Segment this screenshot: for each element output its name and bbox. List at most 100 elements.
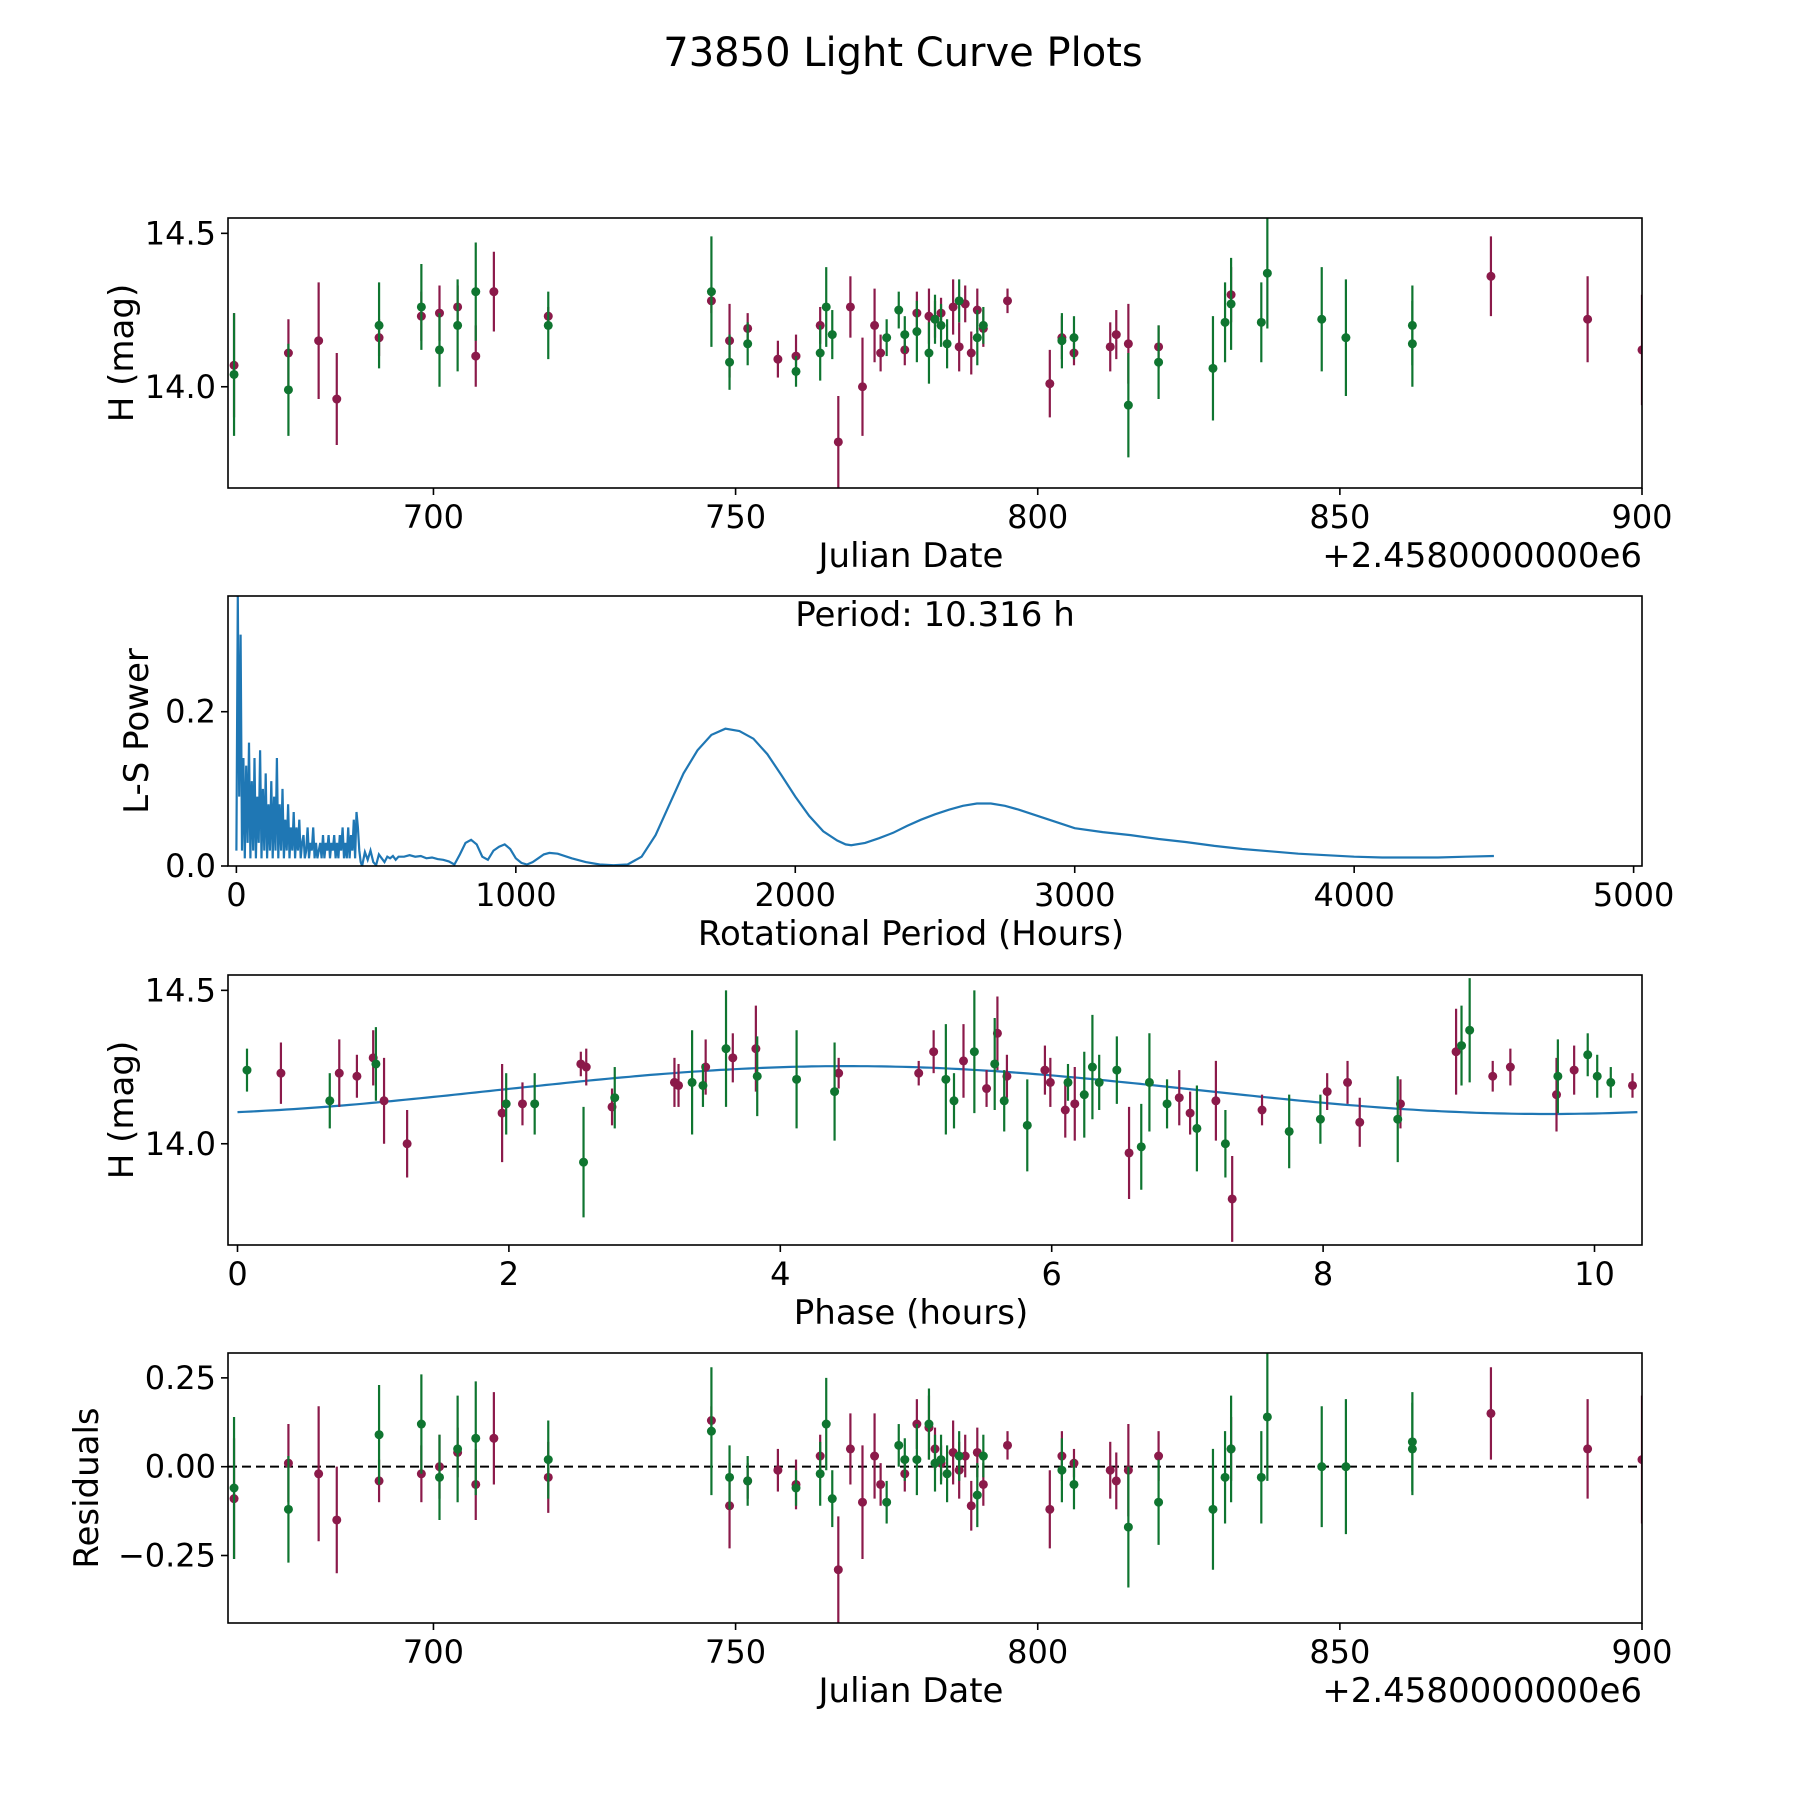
data-point	[1087, 1062, 1097, 1072]
y-tick-label: 14.5	[145, 214, 216, 252]
x-tick-label: 900	[1611, 498, 1672, 536]
data-point	[1317, 1462, 1327, 1472]
data-point	[725, 1472, 735, 1482]
data-point	[857, 382, 867, 392]
data-point	[791, 366, 801, 376]
data-point	[929, 1047, 939, 1057]
data-point	[706, 287, 716, 297]
data-point	[1552, 1090, 1562, 1100]
data-point	[517, 1099, 527, 1109]
data-point	[941, 1074, 951, 1084]
data-point	[900, 330, 910, 340]
data-point	[857, 1497, 867, 1507]
data-point	[1341, 1462, 1351, 1472]
data-point	[954, 296, 964, 306]
data-point	[958, 1056, 968, 1066]
x-tick-label: 0	[227, 1255, 247, 1293]
data-point	[1407, 339, 1417, 349]
y-tick-label: −0.25	[118, 1537, 216, 1575]
x-axis-label: Phase (hours)	[794, 1293, 1028, 1333]
data-point	[530, 1099, 540, 1109]
x-axis-offset-label: +2.4580000000e6	[1322, 536, 1642, 576]
data-point	[1144, 1077, 1154, 1087]
data-point	[434, 345, 444, 355]
data-point	[954, 1451, 964, 1461]
y-axis-label: H (mag)	[102, 284, 142, 422]
data-point	[352, 1071, 362, 1081]
data-point	[1220, 1472, 1230, 1482]
data-point	[402, 1139, 412, 1149]
data-point	[1256, 1472, 1266, 1482]
data-point	[332, 1515, 342, 1525]
y-axis-label: H (mag)	[102, 1041, 142, 1179]
y-tick-label: 0.25	[145, 1359, 216, 1397]
light-curve-panel: 700 750 800 850 900 14.0 14.5 Julian Date H (mag…	[102, 214, 1673, 576]
data-point	[1111, 1476, 1121, 1486]
data-point	[434, 1472, 444, 1482]
data-point	[1284, 1126, 1294, 1136]
periodogram-panel: 0 1000 2000 3000 4000 5000 0.0 0.2 Rotational Pe…	[117, 595, 1674, 954]
data-point	[371, 1059, 381, 1069]
data-point	[1208, 363, 1218, 373]
data-point	[1407, 1444, 1417, 1454]
x-tick-label: 4	[770, 1255, 790, 1293]
y-tick-label: 0.0	[165, 847, 216, 885]
residuals-panel: 700 750 800 850 900 0.25 0.00 −0.25 Julian Date R…	[67, 1352, 1673, 1711]
data-point	[912, 1455, 922, 1465]
data-point	[1208, 1504, 1218, 1514]
data-point	[972, 1490, 982, 1500]
data-point	[489, 1433, 499, 1443]
data-point	[1040, 1065, 1050, 1075]
x-tick-label: 3000	[1034, 876, 1115, 914]
data-point	[930, 314, 940, 324]
data-point	[1553, 1071, 1563, 1081]
data-point	[936, 320, 946, 330]
data-point	[1341, 333, 1351, 343]
data-point	[332, 394, 342, 404]
data-point	[924, 348, 934, 358]
data-point	[489, 287, 499, 297]
data-point	[706, 1426, 716, 1436]
data-point	[1136, 1142, 1146, 1152]
data-point	[1343, 1077, 1353, 1087]
data-point	[1486, 271, 1496, 281]
y-axis-label: L-S Power	[117, 648, 157, 814]
data-point	[773, 354, 783, 364]
plot-area	[229, 218, 1642, 488]
data-point	[1124, 1148, 1134, 1158]
data-point	[969, 1047, 979, 1057]
x-tick-label: 700	[403, 1633, 464, 1671]
data-point	[1185, 1108, 1195, 1118]
data-point	[1317, 314, 1327, 324]
data-point	[1105, 1465, 1115, 1475]
data-point	[830, 1087, 840, 1097]
data-point	[1407, 1437, 1417, 1447]
data-point	[1583, 314, 1593, 324]
data-point	[687, 1077, 697, 1087]
plot-area	[237, 978, 1638, 1242]
data-point	[1094, 1077, 1104, 1087]
y-tick-label: 14.0	[145, 368, 216, 406]
x-tick-label: 5000	[1593, 876, 1674, 914]
data-point	[948, 302, 958, 312]
data-point	[1226, 299, 1236, 309]
data-point	[725, 357, 735, 367]
data-point	[827, 330, 837, 340]
data-point	[1262, 1412, 1272, 1422]
x-axis-label: Rotational Period (Hours)	[698, 914, 1124, 954]
x-tick-label: 850	[1309, 1633, 1370, 1671]
period-annotation: Period: 10.316 h	[795, 595, 1075, 635]
data-point	[924, 1419, 934, 1429]
x-tick-label: 8	[1313, 1255, 1333, 1293]
y-tick-label: 14.5	[145, 971, 216, 1009]
plot-area	[235, 596, 1494, 866]
data-point	[990, 1059, 1000, 1069]
x-axis-label: Julian Date	[817, 1671, 1004, 1711]
x-tick-label: 0	[226, 876, 246, 914]
data-point	[1123, 1522, 1133, 1532]
data-point	[1174, 1093, 1184, 1103]
x-tick-label: 1000	[475, 876, 556, 914]
data-point	[876, 1479, 886, 1489]
data-point	[276, 1068, 286, 1078]
